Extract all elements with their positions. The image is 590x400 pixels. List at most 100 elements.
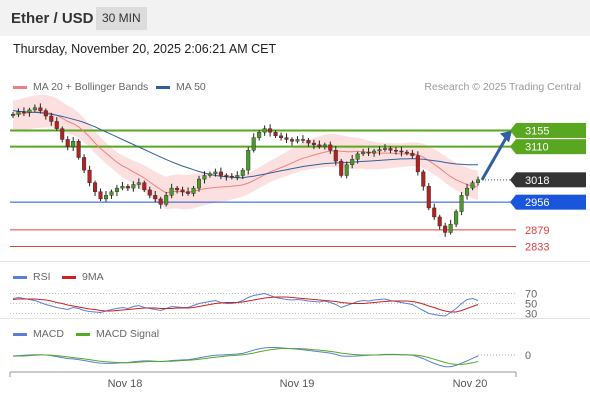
candle-body (443, 225, 448, 233)
candle-body (65, 139, 70, 147)
candle-body (426, 186, 431, 209)
candle-body (476, 179, 481, 183)
candle-body (213, 171, 218, 174)
rsi-line (12, 292, 479, 317)
panel-divider-price-rsi (0, 261, 590, 262)
candle-body (437, 216, 442, 227)
candle-body (98, 191, 103, 200)
candle-body (328, 144, 333, 151)
rsi-tick-30: 30 (525, 309, 537, 321)
candle-body (49, 115, 54, 122)
price-tag-3110: 3110 (525, 142, 549, 154)
candle-body (10, 114, 15, 116)
rsi-tick-70: 70 (525, 289, 537, 301)
x-tick-label-0: Nov 18 (108, 378, 143, 390)
candle-body (284, 137, 289, 140)
candle-body (257, 132, 262, 138)
candle-body (300, 139, 305, 141)
candle-body (350, 159, 355, 165)
legend-rsi-ma: 9MA (62, 271, 104, 283)
candle-body (218, 171, 223, 176)
rsi-ma-line (12, 296, 479, 313)
timeframe-button[interactable]: 30 MIN (96, 7, 147, 30)
price-tag-3110-bg (516, 139, 586, 155)
bollinger-band (13, 94, 478, 210)
candle-body (432, 207, 437, 218)
legend-macd: MACD (13, 328, 64, 340)
candle-body (202, 175, 207, 180)
candle-body (465, 187, 470, 196)
macd-swatch (13, 332, 27, 336)
candle-body (191, 187, 196, 194)
legend-ma20: MA 20 + Bollinger Bands (13, 81, 148, 93)
legend-rsi-label: RSI (33, 271, 51, 283)
candle-body (317, 144, 322, 147)
candle-body (383, 148, 388, 150)
forecast-arrow-head (500, 130, 512, 143)
chart-header: Ether / USD 30 MIN (0, 0, 590, 36)
chart-datetime: Thursday, November 20, 2025 2:06:21 AM C… (13, 42, 277, 56)
candle-body (273, 132, 278, 137)
x-tick-label-1: Nov 19 (280, 378, 315, 390)
rsi-ma-swatch (62, 275, 76, 279)
candle-body (175, 187, 180, 191)
candle-body (339, 160, 344, 176)
legend-ma50-label: MA 50 (176, 81, 206, 93)
price-tag-3110-pointer (510, 139, 516, 155)
candle-body (404, 151, 409, 154)
candle-body (224, 175, 229, 177)
candle-body (16, 111, 21, 115)
instrument-title: Ether / USD (11, 10, 94, 27)
candle-body (246, 150, 251, 171)
candle-body (131, 184, 136, 189)
ma50-swatch (156, 85, 170, 89)
candle-body (454, 211, 459, 225)
price-tag-2879: 2879 (525, 225, 549, 237)
candle-body (60, 128, 65, 140)
macd-line (12, 347, 479, 368)
candle-body (421, 171, 426, 187)
legend-macd-signal: MACD Signal (76, 328, 159, 340)
candle-body (361, 151, 366, 155)
candle-body (54, 121, 59, 129)
candle-body (290, 139, 295, 142)
price-tag-3018: 3018 (525, 175, 549, 187)
legend-rsi-ma-label: 9MA (82, 271, 104, 283)
legend-ma50: MA 50 (156, 81, 206, 93)
candle-body (240, 169, 245, 176)
candle-body (399, 150, 404, 153)
legend-macd-signal-label: MACD Signal (96, 328, 160, 340)
price-tag-2956: 2956 (525, 197, 549, 209)
legend-rsi: RSI (13, 271, 51, 283)
candle-body (71, 141, 76, 147)
ma20-swatch (13, 85, 27, 89)
x-tick-label-2: Nov 20 (453, 378, 488, 390)
candle-body (372, 150, 377, 154)
legend-macd-label: MACD (33, 328, 64, 340)
candle-body (393, 150, 398, 152)
candle-body (158, 198, 163, 205)
candle-body (295, 139, 300, 142)
ma50-line (12, 110, 478, 179)
price-tag-3155-pointer (510, 122, 516, 138)
candle-body (333, 150, 338, 162)
price-tag-3155-bg (516, 122, 586, 138)
candle-body (311, 142, 316, 146)
candle-body (32, 107, 37, 111)
candle-body (109, 191, 114, 196)
candle-body (114, 187, 119, 192)
candle-body (251, 137, 256, 151)
candle-body (180, 189, 185, 192)
candle-body (470, 182, 475, 189)
candle-body (76, 141, 81, 158)
candle-body (388, 148, 393, 151)
candle-body (366, 151, 371, 154)
candles-group (10, 103, 481, 237)
price-tag-3018-bg (516, 172, 586, 188)
candle-body (21, 111, 26, 113)
candle-body (120, 186, 125, 189)
candle-body (186, 191, 191, 194)
candle-body (410, 152, 415, 156)
candle-body (125, 186, 130, 189)
